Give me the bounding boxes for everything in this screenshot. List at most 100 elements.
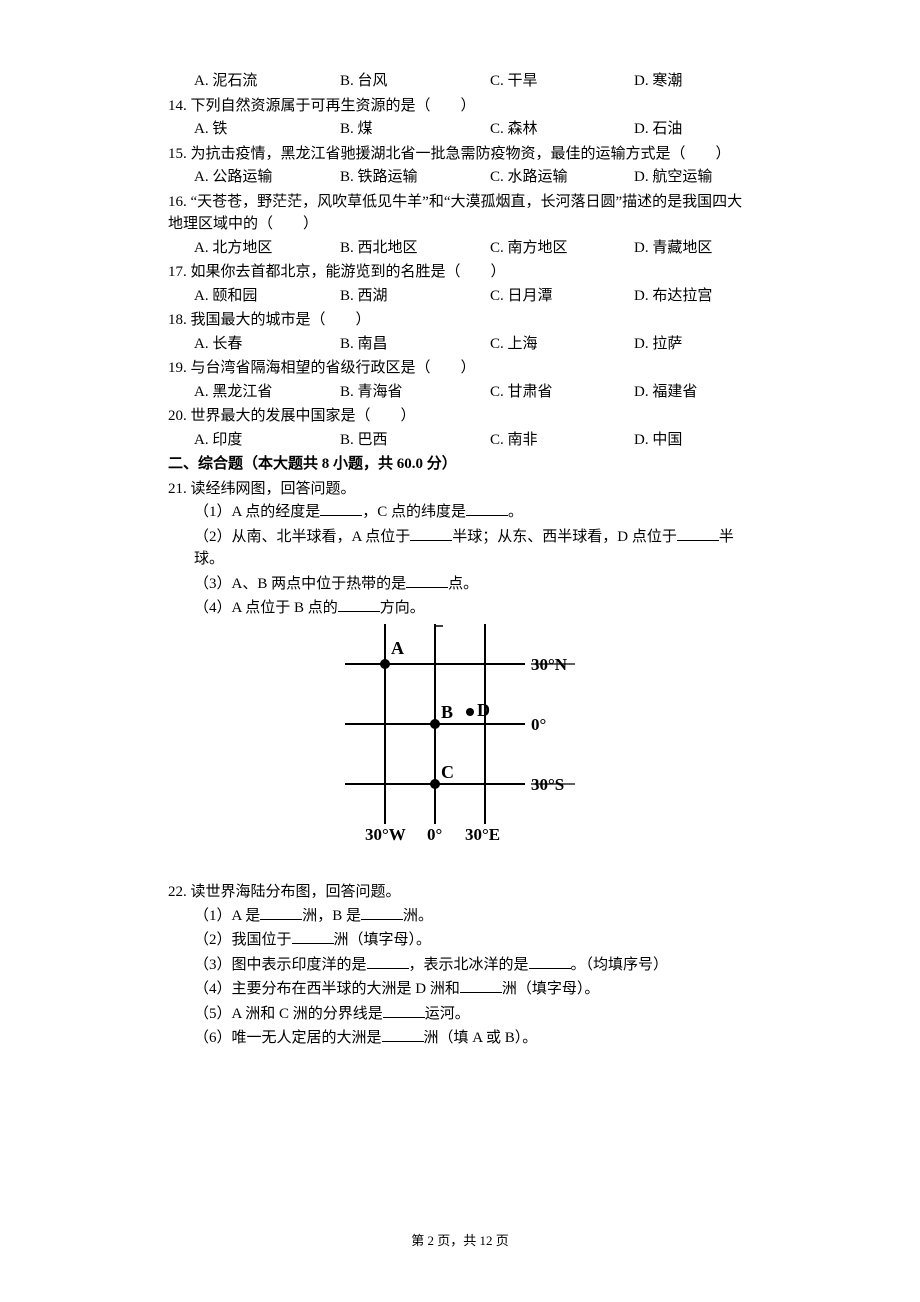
q13-opt-c: C. 干旱	[490, 70, 634, 93]
q14-opt-d: D. 石油	[634, 118, 682, 141]
q15-num: 15.	[168, 146, 187, 162]
q21-sub2: （2）从南、北半球看，A 点位于半球；从东、西半球看，D 点位于半球。	[194, 526, 752, 571]
lbl-D: D	[477, 700, 490, 720]
q18-opt-b: B. 南昌	[340, 333, 490, 356]
q15-opt-b: B. 铁路运输	[340, 166, 490, 189]
lbl-30e: 30°E	[465, 825, 500, 844]
blank	[460, 978, 502, 993]
q17-opt-d: D. 布达拉宫	[634, 285, 712, 308]
q20-opt-a: A. 印度	[194, 429, 340, 452]
q14-opt-b: B. 煤	[340, 118, 490, 141]
q18-opt-c: C. 上海	[490, 333, 634, 356]
q21-sub3-b: 点。	[448, 576, 478, 592]
blank	[320, 501, 362, 516]
page-content: A. 泥石流 B. 台风 C. 干旱 D. 寒潮 14. 下列自然资源属于可再生…	[0, 0, 920, 1050]
q16-opt-a: A. 北方地区	[194, 237, 340, 260]
lbl-C: C	[441, 762, 454, 782]
q21-sub4-a: （4）A 点位于 B 点的	[194, 600, 338, 616]
q22-sub6-a: （6）唯一无人定居的大洲是	[194, 1030, 382, 1046]
q15-opt-d: D. 航空运输	[634, 166, 712, 189]
q18-opt-a: A. 长春	[194, 333, 340, 356]
q22-sub1-c: 洲。	[403, 908, 433, 924]
q22-sub5-a: （5）A 洲和 C 洲的分界线是	[194, 1006, 383, 1022]
q21-sub1-b: ，C 点的纬度是	[362, 504, 466, 520]
lbl-b0: 0°	[427, 825, 442, 844]
q18-opt-d: D. 拉萨	[634, 333, 682, 356]
section2-title: 二、综合题（本大题共 8 小题，共 60.0 分）	[168, 453, 752, 476]
lbl-30w: 30°W	[365, 825, 406, 844]
q21-stem: 读经纬网图，回答问题。	[191, 481, 356, 497]
q14-stem-line: 14. 下列自然资源属于可再生资源的是（ ）	[168, 95, 752, 118]
q20-stem-line: 20. 世界最大的发展中国家是（ ）	[168, 405, 752, 428]
q22-sub6: （6）唯一无人定居的大洲是 洲（填 A 或 B）。	[194, 1027, 752, 1050]
q14-stem: 下列自然资源属于可再生资源的是（ ）	[191, 98, 476, 114]
q15-options: A. 公路运输 B. 铁路运输 C. 水路运输 D. 航空运输	[194, 166, 752, 189]
q21-sub2-a: （2）从南、北半球看，A 点位于	[194, 529, 410, 545]
q22-sub5-b: 运河。	[425, 1006, 470, 1022]
q15-stem-line: 15. 为抗击疫情，黑龙江省驰援湖北省一批急需防疫物资，最佳的运输方式是（ ）	[168, 143, 752, 166]
q15-opt-c: C. 水路运输	[490, 166, 634, 189]
q18-num: 18.	[168, 312, 187, 328]
q21-diagram: A B C D 30°N 0° 30°S 30°W 0° 30°E	[168, 624, 752, 852]
q15-opt-a: A. 公路运输	[194, 166, 340, 189]
q21-sub4: （4）A 点位于 B 点的 方向。	[194, 597, 752, 620]
q22-sub2: （2）我国位于洲（填字母）。	[194, 929, 752, 952]
q19-opt-b: B. 青海省	[340, 381, 490, 404]
q17-stem-line: 17. 如果你去首都北京，能游览到的名胜是（ ）	[168, 261, 752, 284]
q22-sub4-a: （4）主要分布在西半球的大洲是 D 洲和	[194, 981, 460, 997]
q14-opt-a: A. 铁	[194, 118, 340, 141]
lbl-0: 0°	[531, 715, 546, 734]
blank	[466, 501, 508, 516]
blank	[529, 954, 571, 969]
blank	[361, 905, 403, 920]
q16-stem-line: 16. “天苍苍，野茫茫，风吹草低见牛羊”和“大漠孤烟直，长河落日圆”描述的是我…	[168, 191, 752, 236]
q22-sub1-b: 洲，B 是	[302, 908, 361, 924]
q22-sub4: （4）主要分布在西半球的大洲是 D 洲和洲（填字母）。	[194, 978, 752, 1001]
q17-options: A. 颐和园 B. 西湖 C. 日月潭 D. 布达拉宫	[194, 285, 752, 308]
q14-opt-c: C. 森林	[490, 118, 634, 141]
q22-sub2-b: 洲（填字母）。	[334, 932, 432, 948]
q17-opt-c: C. 日月潭	[490, 285, 634, 308]
q19-opt-a: A. 黑龙江省	[194, 381, 340, 404]
q22-sub3-a: （3）图中表示印度洋的是	[194, 957, 367, 973]
q22-sub3-b: ，表示北冰洋的是	[409, 957, 529, 973]
q22-stem: 读世界海陆分布图，回答问题。	[191, 884, 401, 900]
q21-num: 21.	[168, 481, 187, 497]
q21-stem-line: 21. 读经纬网图，回答问题。	[168, 478, 752, 501]
q18-stem-line: 18. 我国最大的城市是（ ）	[168, 309, 752, 332]
q13-opt-b: B. 台风	[340, 70, 490, 93]
q19-options: A. 黑龙江省 B. 青海省 C. 甘肃省 D. 福建省	[194, 381, 752, 404]
q13-opt-d: D. 寒潮	[634, 70, 682, 93]
q21-sub2-b: 半球；从东、西半球看，D 点位于	[452, 529, 677, 545]
q19-opt-d: D. 福建省	[634, 381, 697, 404]
q21-sub1-c: 。	[508, 504, 523, 520]
q22-sub3: （3）图中表示印度洋的是 ，表示北冰洋的是 。（均填序号）	[194, 954, 752, 977]
blank	[382, 1027, 424, 1042]
q14-options: A. 铁 B. 煤 C. 森林 D. 石油	[194, 118, 752, 141]
q21-sub4-b: 方向。	[380, 600, 425, 616]
q13-options: A. 泥石流 B. 台风 C. 干旱 D. 寒潮	[194, 70, 752, 93]
q16-opt-d: D. 青藏地区	[634, 237, 712, 260]
q17-opt-b: B. 西湖	[340, 285, 490, 308]
blank	[338, 597, 380, 612]
blank	[410, 526, 452, 541]
q22-sub1-a: （1）A 是	[194, 908, 260, 924]
q16-options: A. 北方地区 B. 西北地区 C. 南方地区 D. 青藏地区	[194, 237, 752, 260]
q21-sub1: （1）A 点的经度是 ，C 点的纬度是 。	[194, 501, 752, 524]
q16-num: 16.	[168, 194, 187, 210]
q21-sub3-a: （3）A、B 两点中位于热带的是	[194, 576, 406, 592]
q21-sub3: （3）A、B 两点中位于热带的是 点。	[194, 573, 752, 596]
q19-opt-c: C. 甘肃省	[490, 381, 634, 404]
q17-num: 17.	[168, 264, 187, 280]
q18-options: A. 长春 B. 南昌 C. 上海 D. 拉萨	[194, 333, 752, 356]
q14-num: 14.	[168, 98, 187, 114]
q20-stem: 世界最大的发展中国家是（ ）	[191, 408, 416, 424]
q22-sub3-c: 。（均填序号）	[571, 957, 669, 973]
q21-sub1-a: （1）A 点的经度是	[194, 504, 320, 520]
q22-sub6-b: 洲（填 A 或 B）。	[424, 1030, 538, 1046]
blank	[406, 573, 448, 588]
q19-stem-line: 19. 与台湾省隔海相望的省级行政区是（ ）	[168, 357, 752, 380]
lbl-A: A	[391, 638, 404, 658]
q22-sub5: （5）A 洲和 C 洲的分界线是 运河。	[194, 1003, 752, 1026]
q15-stem: 为抗击疫情，黑龙江省驰援湖北省一批急需防疫物资，最佳的运输方式是（ ）	[191, 146, 731, 162]
